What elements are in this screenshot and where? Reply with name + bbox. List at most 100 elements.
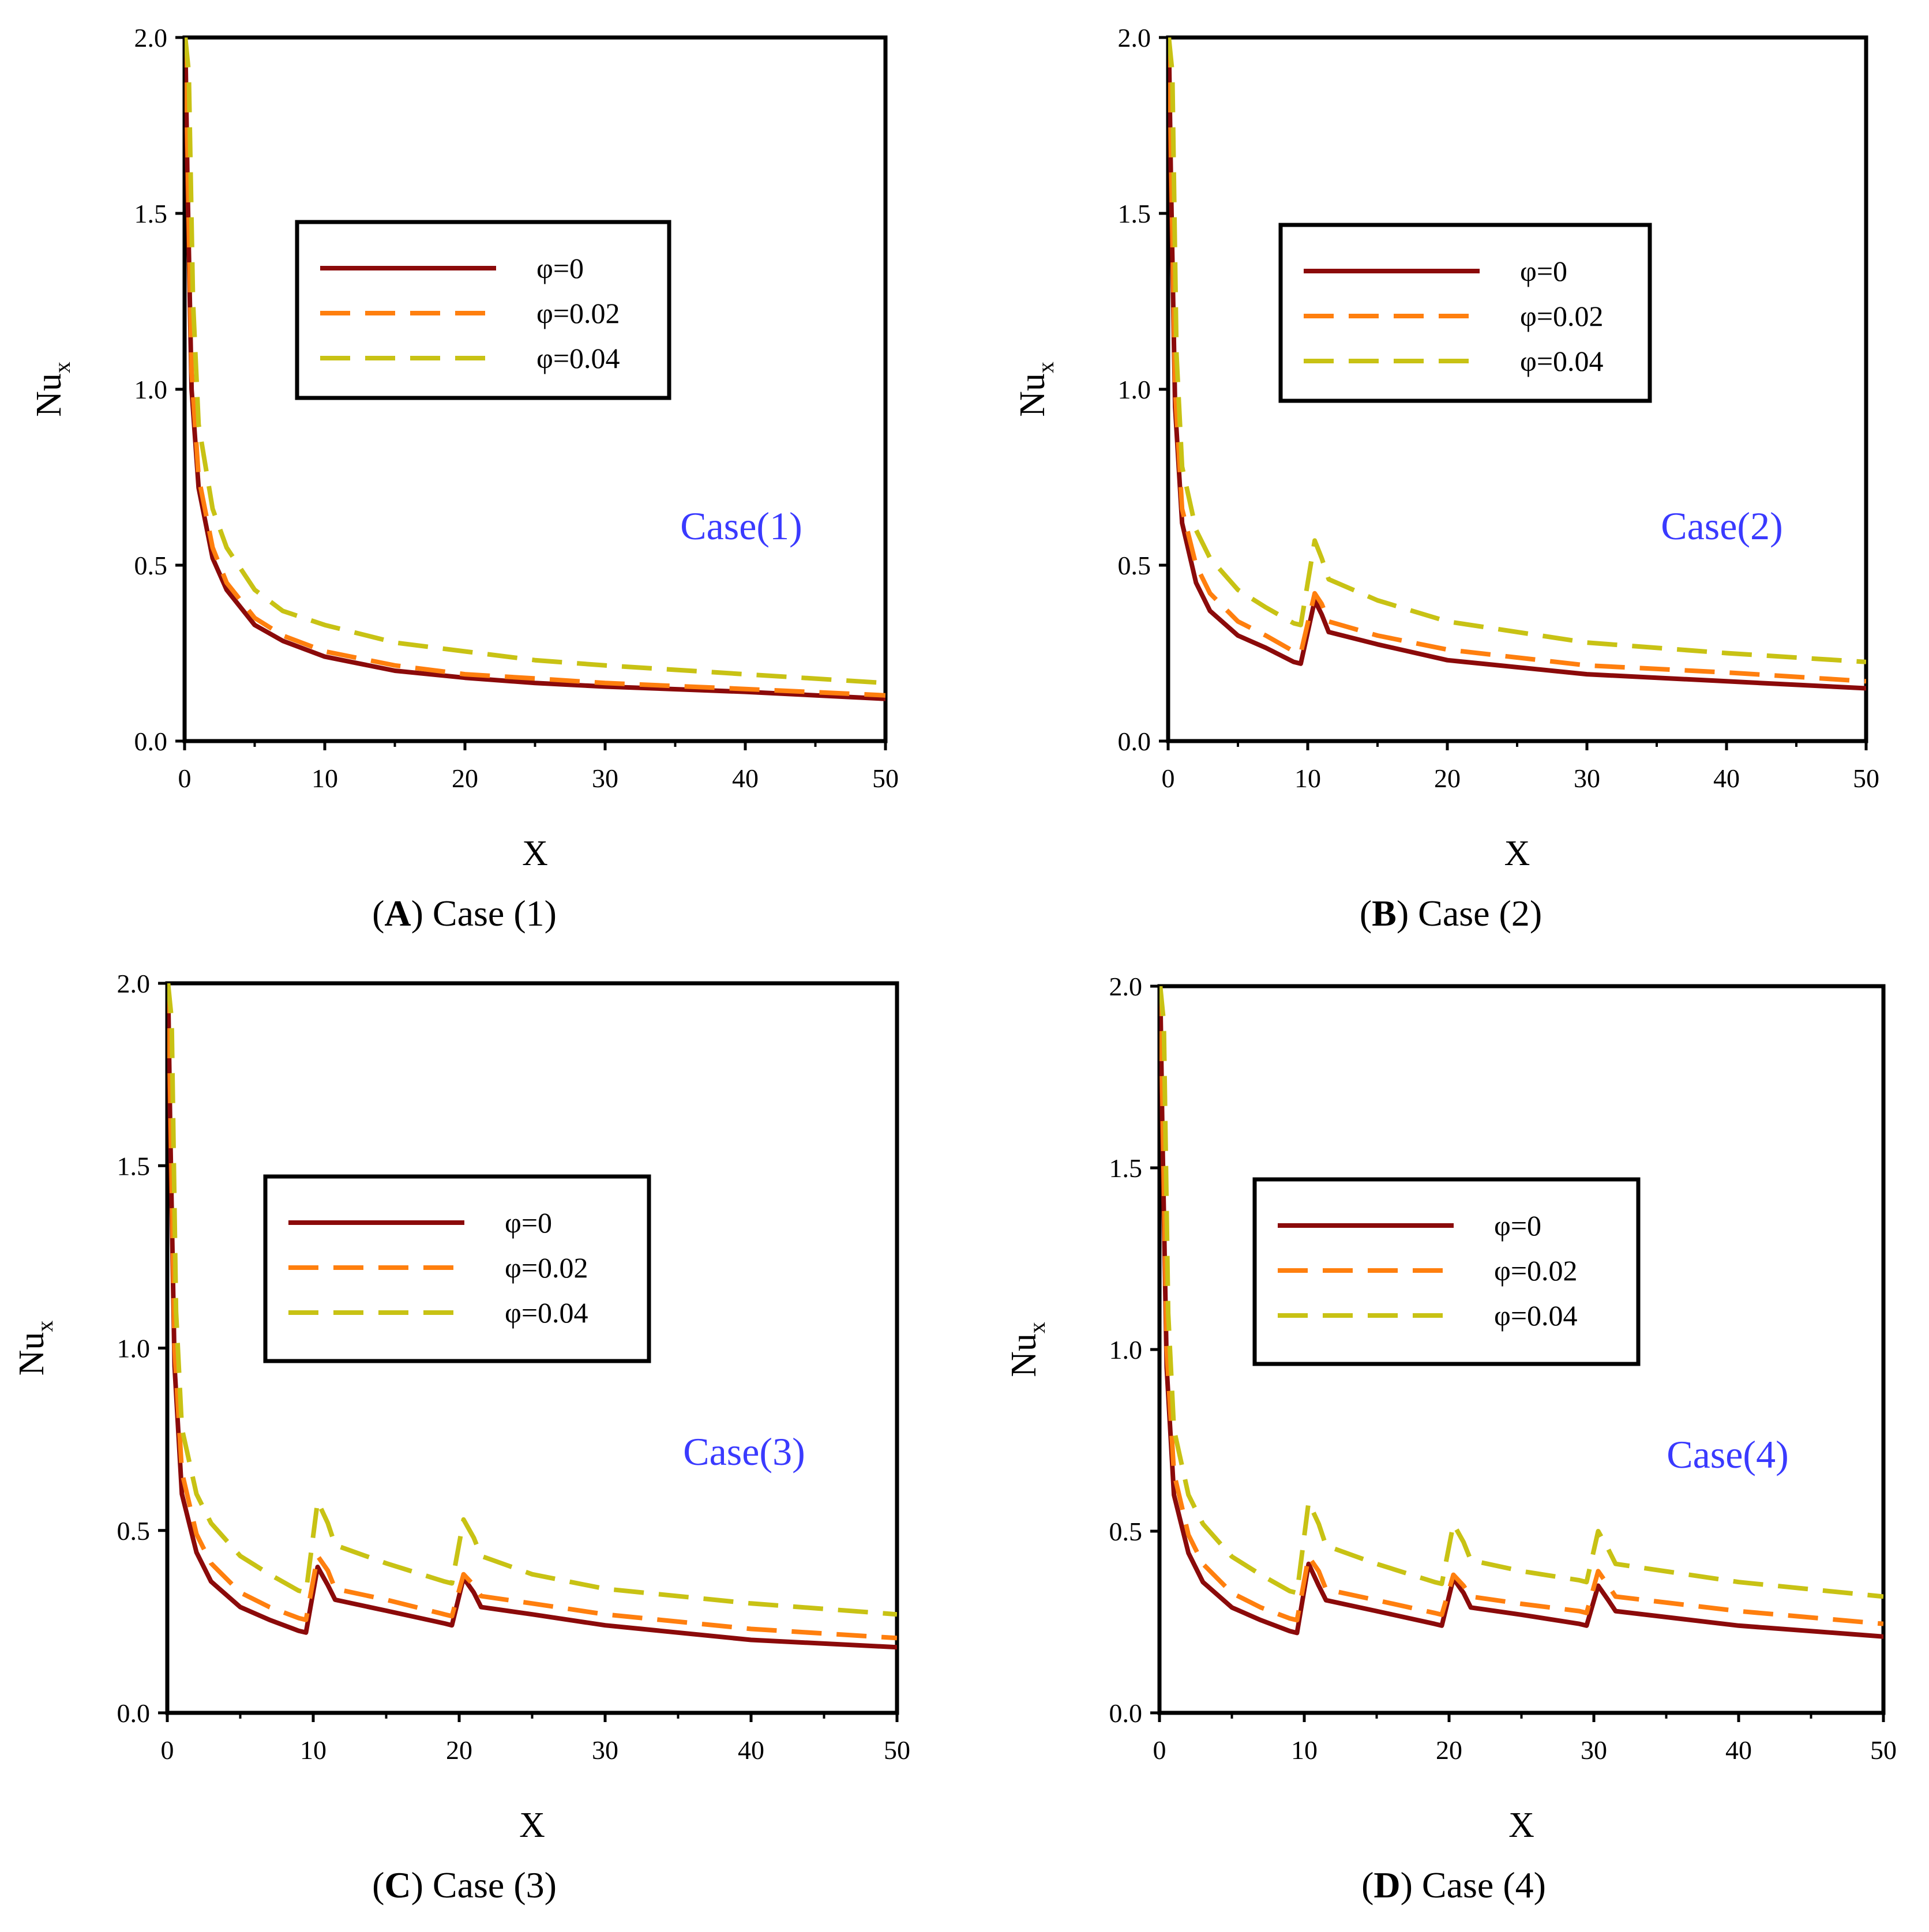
legend-label-0: φ=0 <box>1494 1209 1541 1242</box>
x-tick-label: 30 <box>1574 764 1600 793</box>
panel-caption: (B) Case (2) <box>1360 893 1542 934</box>
y-axis-label: Nux <box>29 362 75 417</box>
x-tick-label: 10 <box>312 764 338 793</box>
caption-paren-close: ) <box>1397 893 1418 934</box>
legend-label-2: φ=0.04 <box>505 1296 588 1329</box>
y-tick-label: 0.5 <box>1109 1517 1143 1546</box>
caption-paren-open: ( <box>1361 1865 1373 1905</box>
y-axis-label-subscript: x <box>49 362 75 373</box>
x-tick-label: 0 <box>161 1735 174 1765</box>
caption-text: Case (4) <box>1422 1865 1546 1905</box>
x-tick-label: 40 <box>1725 1735 1752 1765</box>
chart-panel-a: 0 10 20 30 40 50 0.0 0.5 1.0 1.5 2.0 X Nux φ=0φ=0.02φ… <box>29 23 899 934</box>
series-line-1 <box>1159 986 1883 1626</box>
y-axis-label: Nux <box>1004 1322 1050 1377</box>
series-line-1 <box>1168 37 1866 684</box>
x-tick-label: 10 <box>1294 764 1321 793</box>
x-tick-label: 50 <box>1870 1735 1897 1765</box>
series-group <box>1168 37 1866 691</box>
y-tick-label: 0.5 <box>117 1516 151 1546</box>
case-label: Case(3) <box>683 1430 805 1474</box>
y-axis-label: Nux <box>1013 362 1059 417</box>
legend: φ=0 φ=0.02 φ=0.04 <box>295 220 671 400</box>
series-line-0 <box>167 983 897 1650</box>
y-tick-label: 2.0 <box>1118 23 1151 52</box>
legend-box <box>263 1174 651 1363</box>
legend: φ=0 φ=0.02 φ=0.04 <box>1252 1177 1641 1366</box>
y-tick-label: 0.0 <box>1109 1698 1143 1728</box>
y-tick-label: 0.5 <box>1118 551 1151 580</box>
legend-label-2: φ=0.04 <box>1520 345 1604 377</box>
y-tick-label: 1.5 <box>1109 1153 1143 1183</box>
y-axis-label-subscript: x <box>1024 1322 1050 1333</box>
series-group <box>167 983 897 1650</box>
x-tick-label: 40 <box>738 1735 764 1765</box>
y-axis-label-main: Nu <box>1004 1333 1044 1377</box>
y-tick-label: 0.0 <box>134 727 168 756</box>
x-tick-label: 10 <box>1291 1735 1318 1765</box>
series-group <box>1159 986 1883 1639</box>
series-line-2 <box>167 983 897 1617</box>
y-tick-label: 2.0 <box>134 23 168 52</box>
series-line-1 <box>167 983 897 1641</box>
series-group <box>185 37 885 701</box>
x-tick-label: 20 <box>446 1735 472 1765</box>
series-line-2 <box>1168 37 1866 664</box>
legend: φ=0 φ=0.02 φ=0.04 <box>1278 223 1652 403</box>
y-tick-label: 2.0 <box>117 969 151 998</box>
y-tick-label: 1.0 <box>1118 375 1151 404</box>
y-axis-label-main: Nu <box>29 373 69 417</box>
x-tick-label: 50 <box>1853 764 1879 793</box>
y-axis-label-main: Nu <box>1013 373 1052 417</box>
x-tick-label: 20 <box>1436 1735 1462 1765</box>
y-axis-label-main: Nu <box>12 1332 51 1376</box>
y-tick-label: 2.0 <box>1109 972 1143 1001</box>
caption-text: Case (3) <box>433 1865 557 1905</box>
y-axis-label-subscript: x <box>32 1321 58 1332</box>
y-tick-label: 0.0 <box>117 1698 151 1728</box>
case-label: Case(2) <box>1661 504 1782 548</box>
series-line-0 <box>1159 986 1883 1639</box>
x-axis-label: X <box>1504 834 1530 873</box>
caption-letter: C <box>384 1865 411 1905</box>
y-tick-label: 0.0 <box>1118 727 1151 756</box>
x-tick-label: 50 <box>872 764 899 793</box>
case-label: Case(4) <box>1667 1433 1788 1476</box>
caption-text: Case (2) <box>1418 893 1542 934</box>
caption-paren-close: ) <box>411 1865 433 1905</box>
chart-panel-b: 0 10 20 30 40 500.00.51.01.52.0XNuxφ=0φ=0.02φ… <box>1013 23 1879 934</box>
caption-text: Case (1) <box>433 893 557 934</box>
x-tick-label: 40 <box>1713 764 1740 793</box>
x-tick-label: 20 <box>452 764 478 793</box>
legend-box <box>295 220 671 400</box>
x-tick-label: 30 <box>592 764 618 793</box>
panel-caption: (C) Case (3) <box>372 1865 557 1905</box>
x-tick-label: 0 <box>178 764 192 793</box>
x-tick-label: 10 <box>300 1735 326 1765</box>
x-tick-label: 0 <box>1162 764 1175 793</box>
chart-panel-d: 0 10 20 30 40 500.00.51.01.52.0XNuxφ=0φ=0.02φ… <box>1004 972 1897 1905</box>
series-line-1 <box>185 37 885 698</box>
y-tick-label: 1.5 <box>134 199 168 228</box>
series-line-2 <box>1159 986 1883 1599</box>
y-tick-label: 0.5 <box>134 551 168 580</box>
x-tick-label: 0 <box>1153 1735 1166 1765</box>
caption-paren-open: ( <box>372 893 384 934</box>
y-tick-label: 1.0 <box>134 375 168 404</box>
panel-caption: (A) Case (1) <box>372 893 557 934</box>
y-axis-label-subscript: x <box>1033 362 1059 373</box>
legend-label-2: φ=0.04 <box>536 342 620 374</box>
legend-label-0: φ=0 <box>1520 255 1567 287</box>
caption-letter: B <box>1372 893 1397 934</box>
legend-box <box>1278 223 1652 403</box>
legend-label-2: φ=0.04 <box>1494 1299 1578 1332</box>
legend-label-0: φ=0 <box>505 1206 552 1239</box>
legend-box <box>1252 1177 1641 1366</box>
x-tick-label: 50 <box>884 1735 910 1765</box>
x-tick-label: 40 <box>732 764 759 793</box>
case-label: Case(1) <box>680 504 802 548</box>
chart-panel-c: 0 10 20 30 40 500.00.51.01.52.0XNuxφ=0φ=0.02φ… <box>12 969 910 1905</box>
x-tick-label: 20 <box>1434 764 1461 793</box>
x-axis-label: X <box>522 834 548 873</box>
